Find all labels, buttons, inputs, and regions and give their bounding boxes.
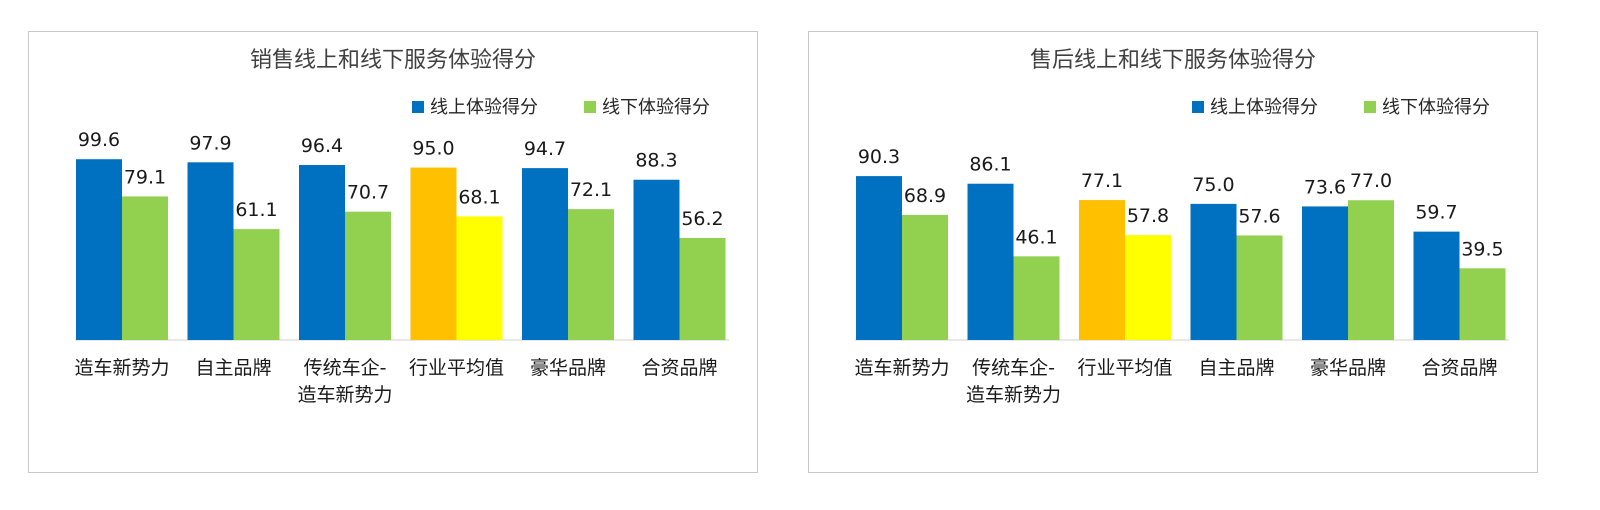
value-label-online-3: 95.0 bbox=[412, 138, 454, 160]
value-label-offline-1: 61.1 bbox=[235, 199, 277, 221]
value-label-online-5: 59.7 bbox=[1415, 202, 1457, 224]
value-label-offline-5: 39.5 bbox=[1461, 238, 1503, 260]
category-label-0: 造车新势力 bbox=[854, 357, 949, 379]
bar-online-4 bbox=[1302, 206, 1348, 340]
category-label-5: 合资品牌 bbox=[1421, 357, 1497, 379]
bar-offline-3 bbox=[456, 216, 503, 340]
legend-swatch-online bbox=[1192, 101, 1204, 113]
category-label-2-line0: 传统车企- bbox=[304, 357, 387, 379]
bar-offline-1 bbox=[233, 229, 280, 340]
bar-online-0 bbox=[856, 176, 902, 340]
category-label-2: 行业平均值 bbox=[1077, 357, 1172, 379]
value-label-online-3: 75.0 bbox=[1192, 174, 1234, 196]
value-label-offline-3: 57.6 bbox=[1238, 205, 1280, 227]
value-label-online-4: 73.6 bbox=[1304, 176, 1346, 198]
bar-online-2 bbox=[299, 165, 345, 340]
bar-offline-1 bbox=[1013, 256, 1060, 340]
bar-offline-0 bbox=[902, 214, 948, 340]
category-label-1-line1: 造车新势力 bbox=[966, 384, 1061, 406]
chart-panel-aftersales: 售后线上和线下服务体验得分线上体验得分 线下体验得分 90.3 68.9 造车新势力 86… bbox=[808, 31, 1538, 473]
category-label-3: 自主品牌 bbox=[1198, 357, 1274, 379]
bar-online-5 bbox=[633, 179, 680, 340]
value-label-offline-3: 68.1 bbox=[458, 186, 500, 208]
legend-swatch-offline bbox=[584, 101, 596, 113]
bar-offline-2 bbox=[1125, 235, 1171, 340]
value-label-offline-2: 57.8 bbox=[1127, 205, 1169, 227]
chart-title: 售后线上和线下服务体验得分 bbox=[1030, 48, 1316, 73]
chart-panel-sales: 销售线上和线下服务体验得分线上体验得分 线下体验得分 99.6 79.1 造车新势力 97… bbox=[28, 31, 758, 473]
chart-title: 销售线上和线下服务体验得分 bbox=[250, 48, 536, 73]
category-label-0: 造车新势力 bbox=[74, 357, 169, 379]
value-label-online-0: 99.6 bbox=[78, 129, 120, 151]
bar-online-3 bbox=[1190, 203, 1237, 340]
bar-online-1 bbox=[187, 162, 234, 340]
category-label-4: 豪华品牌 bbox=[530, 357, 606, 379]
legend-label-offline: 线下体验得分 bbox=[1382, 97, 1490, 118]
bar-offline-3 bbox=[1236, 235, 1283, 340]
bar-offline-2 bbox=[345, 211, 391, 340]
value-label-online-5: 88.3 bbox=[635, 150, 677, 172]
legend: 线上体验得分 线下体验得分 bbox=[412, 97, 710, 118]
value-label-online-0: 90.3 bbox=[858, 146, 900, 168]
bar-online-3 bbox=[410, 167, 457, 340]
value-label-offline-0: 79.1 bbox=[124, 166, 166, 188]
bar-online-1 bbox=[967, 183, 1014, 340]
bar-offline-4 bbox=[568, 209, 614, 340]
value-label-online-1: 97.9 bbox=[189, 132, 231, 154]
bar-online-0 bbox=[76, 159, 122, 340]
legend-label-online: 线上体验得分 bbox=[430, 97, 538, 118]
bar-offline-5 bbox=[679, 237, 726, 340]
category-label-4: 豪华品牌 bbox=[1310, 357, 1386, 379]
category-label-3: 行业平均值 bbox=[409, 357, 504, 379]
value-label-offline-4: 72.1 bbox=[570, 179, 612, 201]
category-label-1-line0: 传统车企- bbox=[972, 357, 1055, 379]
value-label-online-2: 77.1 bbox=[1081, 170, 1123, 192]
bar-online-5 bbox=[1413, 231, 1460, 340]
bar-online-4 bbox=[522, 168, 568, 340]
value-label-online-2: 96.4 bbox=[301, 135, 343, 157]
value-label-online-4: 94.7 bbox=[524, 138, 566, 160]
bar-offline-4 bbox=[1348, 200, 1394, 340]
value-label-online-1: 86.1 bbox=[969, 154, 1011, 176]
value-label-offline-5: 56.2 bbox=[681, 208, 723, 230]
category-label-5: 合资品牌 bbox=[641, 357, 717, 379]
legend-swatch-offline bbox=[1364, 101, 1376, 113]
category-label-2-line1: 造车新势力 bbox=[297, 384, 392, 406]
value-label-offline-1: 46.1 bbox=[1015, 226, 1057, 248]
bar-offline-5 bbox=[1459, 268, 1506, 340]
bar-offline-0 bbox=[122, 196, 168, 340]
legend-swatch-online bbox=[412, 101, 424, 113]
legend: 线上体验得分 线下体验得分 bbox=[1192, 97, 1490, 118]
value-label-offline-0: 68.9 bbox=[904, 185, 946, 207]
legend-label-online: 线上体验得分 bbox=[1210, 97, 1318, 118]
bar-online-2 bbox=[1079, 200, 1125, 340]
category-label-1: 自主品牌 bbox=[195, 357, 271, 379]
value-label-offline-2: 70.7 bbox=[347, 182, 389, 204]
legend-label-offline: 线下体验得分 bbox=[602, 97, 710, 118]
value-label-offline-4: 77.0 bbox=[1350, 170, 1392, 192]
